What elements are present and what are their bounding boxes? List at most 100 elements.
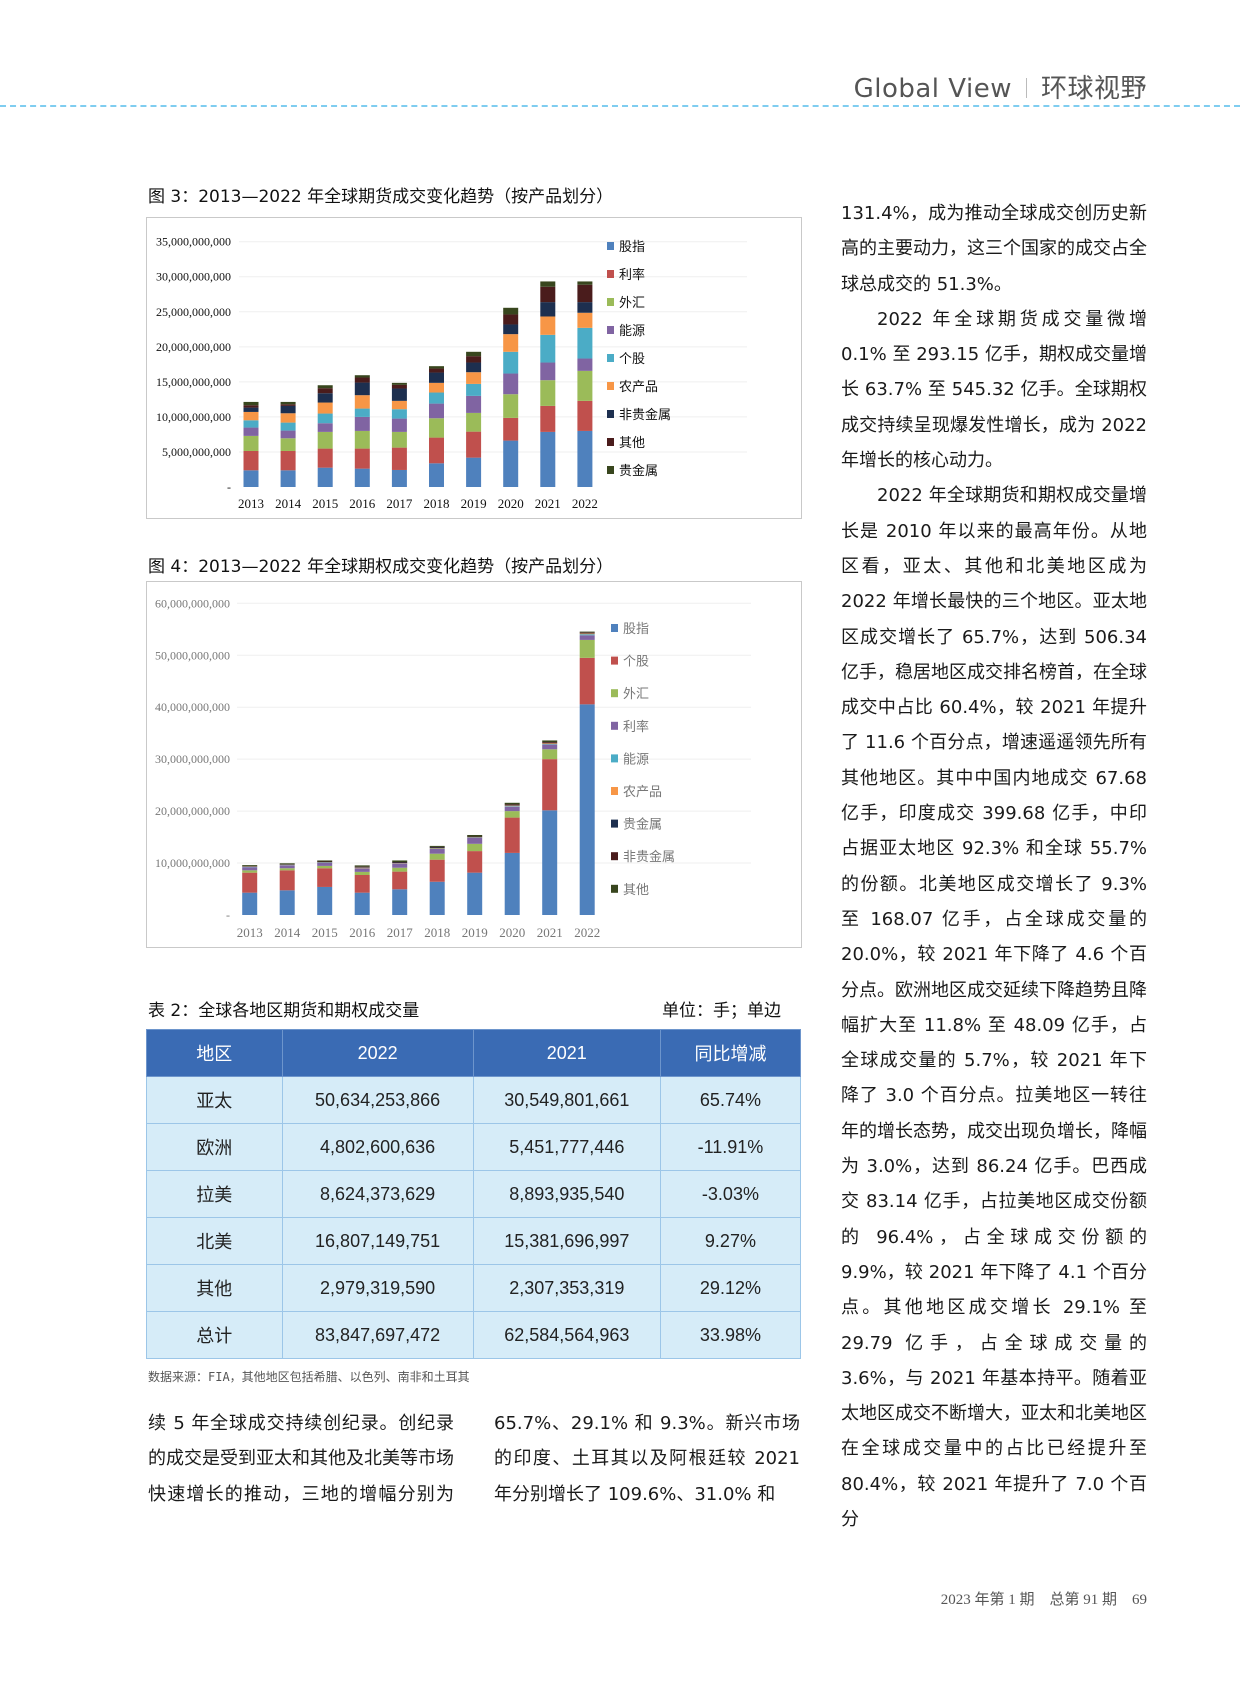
bar-segment	[392, 862, 408, 864]
y-tick-label: -	[226, 908, 230, 922]
legend-swatch	[607, 326, 614, 334]
bar-segment	[466, 362, 482, 373]
bar-segment	[317, 886, 333, 915]
table2: 地区 2022 2021 同比增减 亚太 50,634,253,866 30,549…	[146, 1029, 802, 1359]
bar-segment	[279, 868, 295, 871]
value-cell: 62,584,564,963	[472, 1311, 661, 1359]
bar-segment	[391, 388, 407, 401]
figure4-svg: - 10,000,000,000 20,000,000,000 30,000,000,…	[155, 596, 751, 940]
value-cell: -3.03%	[659, 1170, 802, 1218]
bar-segment	[354, 867, 370, 869]
value-cell: 29.12%	[659, 1264, 802, 1312]
value-cell: -11.91%	[659, 1123, 802, 1171]
bar-segment	[317, 861, 333, 863]
y-tick-label: 30,000,000,000	[155, 752, 230, 766]
y-tick-label: 5,000,000,000	[162, 445, 231, 459]
bar-segment	[577, 370, 593, 401]
bar-segment	[354, 430, 370, 449]
bar-segment	[280, 401, 296, 405]
bar-segment	[467, 872, 483, 915]
bar-segment	[391, 400, 407, 410]
bar-segment	[503, 351, 519, 374]
value-cell: 5,451,777,446	[472, 1123, 661, 1171]
y-tick-label: 35,000,000,000	[156, 235, 231, 249]
bar-segment	[466, 457, 482, 487]
bar-segment	[467, 851, 483, 873]
bar-segment	[466, 372, 482, 384]
bar-segment	[540, 302, 556, 317]
bar-segment	[429, 848, 445, 850]
bar-segment	[577, 302, 593, 313]
legend-swatch	[607, 466, 614, 474]
bar-segment	[577, 284, 593, 303]
bar-segment	[466, 383, 482, 396]
bar-segment	[542, 742, 558, 744]
bar-segment	[354, 865, 370, 867]
bar-segment	[579, 633, 595, 635]
bar-segment	[579, 635, 595, 640]
bar-segment	[504, 852, 520, 915]
x-tick-label: 2017	[387, 925, 414, 940]
region-cell: 亚太	[146, 1076, 283, 1124]
bar-segment	[504, 811, 520, 818]
bar-segment	[429, 847, 445, 848]
bar-segment	[504, 806, 520, 807]
bar-segment	[280, 450, 296, 471]
legend-label: 贵金属	[619, 463, 658, 479]
bar-segment	[354, 382, 370, 396]
legend-label: 个股	[619, 352, 645, 367]
paragraph: 2022 年全球期货和期权成交量增长是 2010 年以来的最高年份。从地区看，亚…	[841, 485, 1147, 1530]
bar-segment	[392, 871, 408, 890]
bar-segment	[391, 382, 407, 385]
bar-segment	[243, 401, 259, 406]
value-cell: 8,893,935,540	[472, 1170, 661, 1218]
y-tick-label: 30,000,000,000	[156, 270, 231, 284]
bar-segment	[429, 403, 444, 419]
bar-segment	[504, 817, 520, 853]
y-tick-label: 10,000,000,000	[156, 410, 231, 424]
legend-label: 外汇	[623, 687, 649, 702]
bar-segment	[354, 408, 370, 417]
bar-segment	[354, 375, 370, 378]
value-cell: 16,807,149,751	[281, 1217, 474, 1265]
bar-segment	[429, 847, 445, 849]
bar-segment	[579, 634, 595, 636]
legend-label: 农产品	[623, 785, 662, 800]
legend-swatch	[607, 410, 614, 418]
paragraph: 131.4%，成为推动全球成交创历史新高的主要动力，这三个国家的成交占全球总成交…	[841, 203, 1147, 295]
bar-segment	[466, 412, 482, 432]
bar-segment	[540, 286, 556, 303]
bar-segment	[429, 845, 445, 847]
bar-segment	[504, 802, 520, 805]
y-tick-label: 20,000,000,000	[155, 804, 230, 818]
bar-segment	[391, 418, 407, 432]
bar-segment	[429, 463, 444, 487]
bar-segment	[579, 704, 595, 915]
bar-segment	[579, 632, 595, 633]
page-footer: 2023 年第 1 期 总第 91 期 69	[940, 1592, 1147, 1608]
x-tick-label: 2013	[237, 925, 263, 940]
legend-swatch	[611, 689, 618, 698]
table-row: 其他 2,979,319,590 2,307,353,319 29.12%	[146, 1264, 802, 1312]
bar-segment	[504, 805, 520, 806]
bar-segment	[542, 744, 558, 745]
x-tick-label: 2016	[349, 925, 376, 940]
bar-segment	[392, 889, 408, 915]
value-cell: 2,307,353,319	[472, 1264, 661, 1312]
bar-segment	[391, 384, 407, 389]
bar-segment	[540, 334, 556, 363]
bar-segment	[392, 867, 408, 872]
bar-segment	[540, 405, 556, 432]
bar-segment	[466, 356, 482, 363]
bar-segment	[317, 467, 333, 487]
x-tick-label: 2014	[274, 925, 301, 940]
region-cell: 北美	[146, 1217, 283, 1265]
value-cell: 2,979,319,590	[281, 1264, 474, 1312]
value-cell: 15,381,696,997	[472, 1217, 661, 1265]
value-cell: 8,624,373,629	[281, 1170, 474, 1218]
bar-segment	[354, 871, 370, 875]
figure3-caption: 图 3：2013—2022 年全球期货成交变化趋势（按产品划分）	[148, 187, 614, 207]
bar-segment	[542, 743, 558, 745]
bar-segment	[242, 865, 258, 867]
bar-segment	[577, 281, 593, 285]
